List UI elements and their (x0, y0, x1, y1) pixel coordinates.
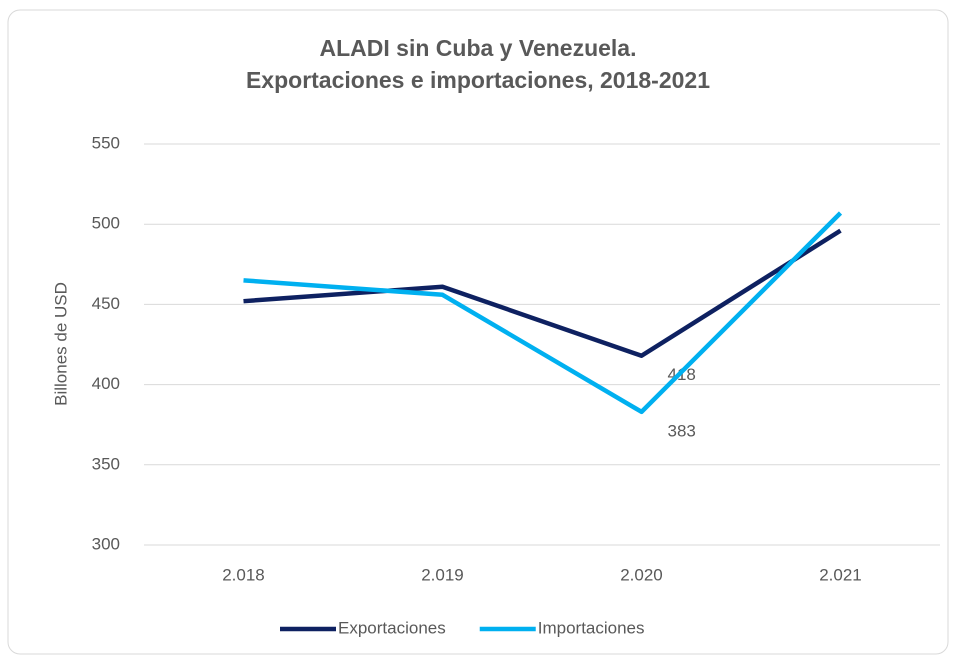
y-tick-label: 300 (92, 534, 120, 553)
x-tick-label: 2.021 (819, 565, 862, 584)
y-tick-label: 500 (92, 214, 120, 233)
line (243, 211, 843, 415)
data-label: 383 (668, 421, 696, 440)
line (243, 228, 842, 358)
y-tick-label: 450 (92, 294, 120, 313)
y-tick-label: 400 (92, 374, 120, 393)
y-tick-label: 350 (92, 454, 120, 473)
y-tick-label: 550 (92, 133, 120, 152)
chart-title: ALADI sin Cuba y Venezuela. (320, 35, 637, 61)
legend-label: Importaciones (538, 618, 645, 637)
chart-frame (7, 9, 949, 655)
chart-title: Exportaciones e importaciones, 2018-2021 (246, 67, 710, 93)
x-tick-label: 2.020 (620, 565, 663, 584)
y-axis-label: Billones de USD (51, 282, 70, 406)
x-tick-label: 2.018 (222, 565, 265, 584)
x-tick-label: 2.019 (421, 565, 464, 584)
legend-label: Exportaciones (338, 618, 446, 637)
